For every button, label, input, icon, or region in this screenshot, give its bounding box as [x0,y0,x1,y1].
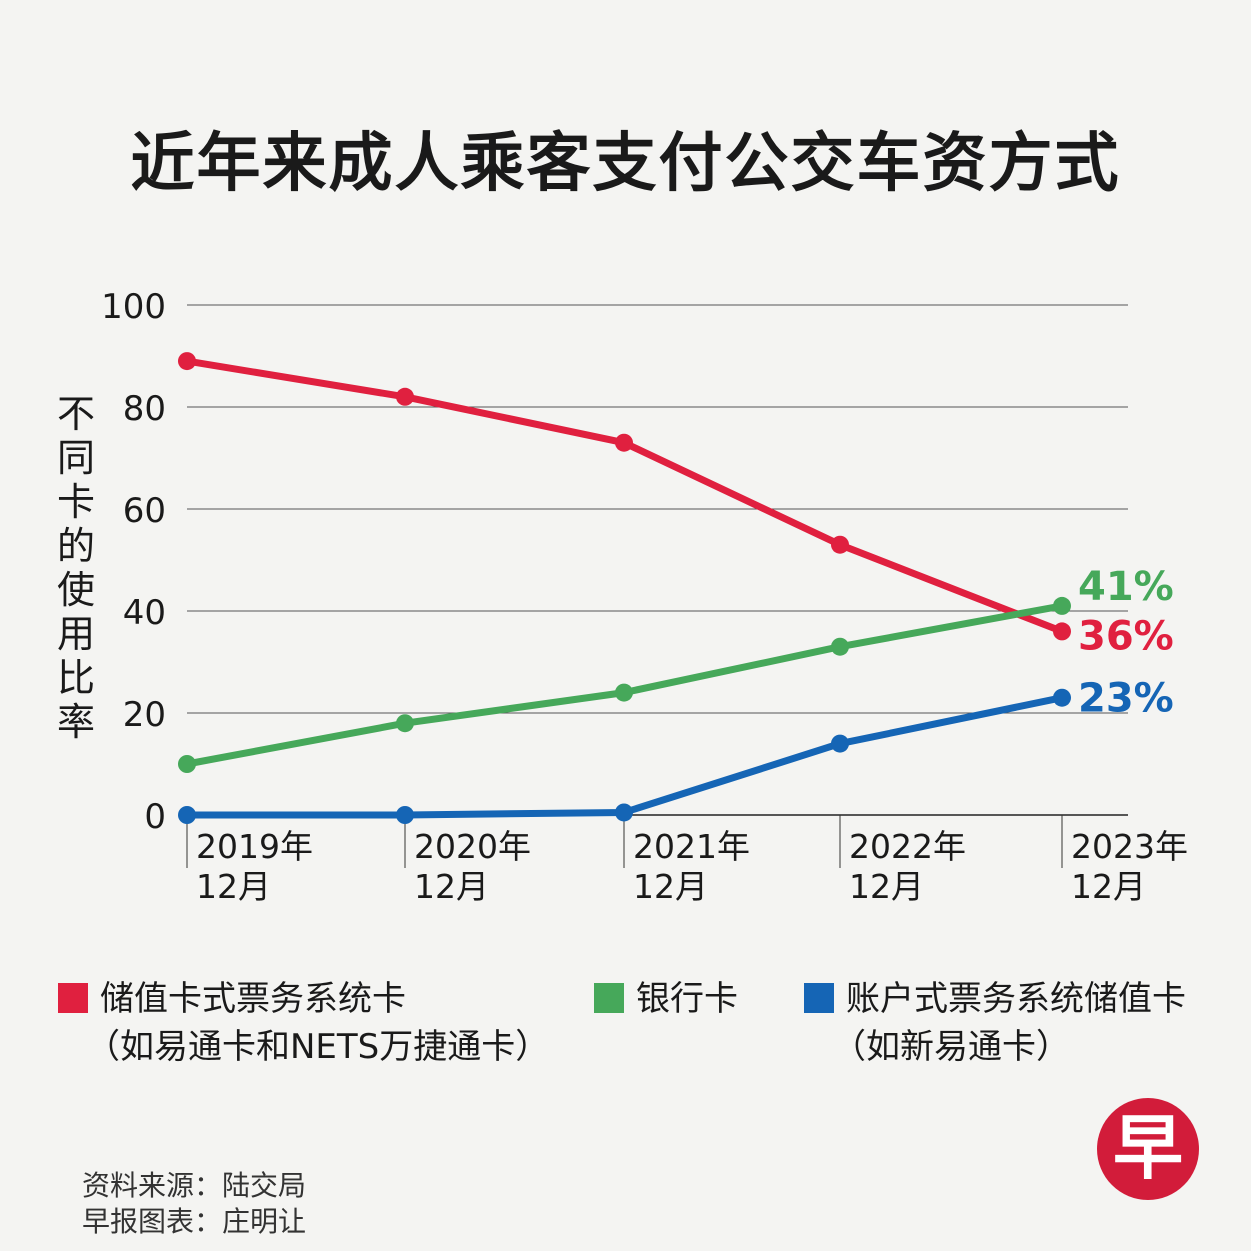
data-point-blue [396,806,414,824]
x-tick-label: 2023年 [1071,827,1188,866]
legend-swatch-red [58,983,88,1013]
y-tick-label: 80 [123,389,166,429]
legend-label-blue: 账户式票务系统储值卡 [846,979,1186,1019]
series-line-red [183,357,1066,635]
data-point-green [831,637,849,656]
legend-swatch-blue [804,983,834,1013]
data-point-green [178,755,196,773]
data-point-blue [178,806,196,824]
y-axis-label-char: 使 [56,568,95,612]
y-tick-label: 100 [101,287,166,327]
data-point-green [396,714,414,733]
y-tick-label: 20 [123,695,166,735]
y-tick-label: 60 [123,491,166,531]
legend-swatch-green [594,983,624,1013]
data-point-blue [615,803,633,822]
legend-sublabel-blue: （如新易通卡） [832,1027,1070,1067]
end-label-blue: 23% [1078,676,1174,722]
y-axis-label-char: 同 [56,436,95,480]
y-axis-label-char: 比 [56,656,95,700]
end-label-red: 36% [1078,613,1174,659]
source-note: 资料来源：陆交局 早报图表：庄明让 [82,1168,306,1240]
legend-label-red: 储值卡式票务系统卡 [100,979,406,1019]
legend-label-green: 银行卡 [636,979,738,1019]
x-tick-sublabel: 12月 [633,867,708,906]
y-axis-label-char: 率 [56,700,95,744]
y-tick-label: 40 [123,593,166,633]
source-line: 资料来源：陆交局 [82,1169,307,1202]
x-tick-sublabel: 12月 [414,867,489,906]
data-point-blue [1053,688,1071,707]
y-axis-label-char: 的 [56,524,95,568]
data-point-red [178,352,196,371]
line-chart: 0204060801002019年12月2020年12月2021年12月2022… [101,287,1188,906]
legend-item-blue: 账户式票务系统储值卡 （如新易通卡） [804,975,1186,1071]
x-tick-sublabel: 12月 [849,867,924,906]
x-tick-sublabel: 12月 [196,867,271,906]
data-point-green [1053,596,1071,615]
x-tick-sublabel: 12月 [1071,867,1146,906]
chart-title: 近年来成人乘客支付公交车资方式 [130,127,1121,201]
y-axis-label-char: 用 [56,612,95,656]
data-point-red [1053,622,1071,641]
zaobao-logo: 早 [1097,1098,1199,1200]
x-tick-label: 2021年 [633,827,750,866]
data-point-red [831,535,849,554]
legend-sublabel-red: （如易通卡和NETS万捷通卡） [86,1027,550,1067]
legend-item-green: 银行卡 [594,975,738,1023]
x-tick-label: 2019年 [196,827,313,866]
data-point-blue [831,734,849,753]
legend-item-red: 储值卡式票务系统卡 （如易通卡和NETS万捷通卡） [58,975,549,1071]
data-point-red [396,387,414,406]
series-line-blue [183,694,1066,819]
end-label-green: 41% [1078,564,1174,610]
y-tick-label: 0 [144,797,166,837]
x-tick-label: 2020年 [414,827,531,866]
x-tick-label: 2022年 [849,827,966,866]
y-axis-label: 不同卡的使用比率 [52,392,100,744]
data-point-green [615,683,633,702]
y-axis-label-char: 卡 [56,480,95,524]
y-axis-label-char: 不 [56,392,95,436]
data-point-red [615,433,633,452]
credit-line: 早报图表：庄明让 [82,1205,307,1238]
